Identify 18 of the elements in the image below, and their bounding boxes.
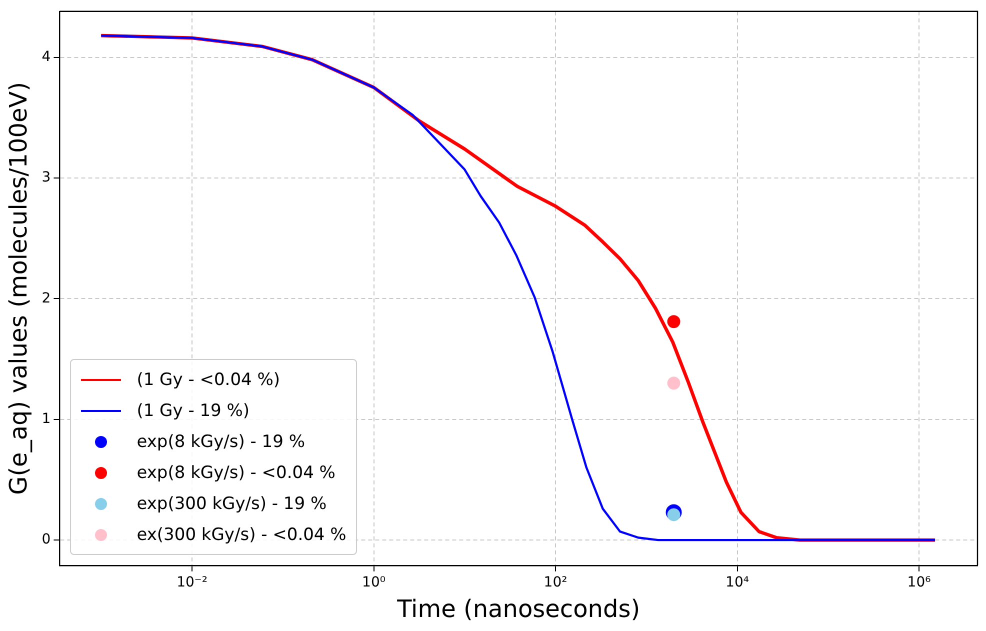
- legend-label: ex(300 kGy/s) - <0.04 %: [136, 524, 346, 545]
- y-axis-title: G(e_aq) values (molecules/100eV): [4, 82, 33, 495]
- legend-label: (1 Gy - <0.04 %): [136, 370, 280, 390]
- y-tick-label: 0: [42, 532, 51, 548]
- x-tick-label: 10⁶: [907, 574, 932, 590]
- x-tick-label: 10²: [544, 574, 568, 590]
- legend-label: exp(8 kGy/s) - 19 %: [136, 432, 305, 452]
- y-tick-label: 3: [42, 170, 51, 186]
- x-tick-label: 10⁻²: [176, 574, 208, 590]
- legend-label: exp(8 kGy/s) - <0.04 %: [136, 462, 336, 483]
- x-tick-label: 10⁰: [362, 574, 386, 590]
- x-tick-label: 10⁴: [726, 574, 750, 590]
- y-tick-label: 2: [42, 290, 51, 306]
- x-axis-title: Time (nanoseconds): [396, 594, 640, 623]
- y-tick-label: 4: [42, 48, 51, 65]
- legend-label: (1 Gy - 19 %): [136, 400, 250, 421]
- legend-label: exp(300 kGy/s) - 19 %: [136, 494, 327, 514]
- y-tick-label: 1: [42, 410, 51, 427]
